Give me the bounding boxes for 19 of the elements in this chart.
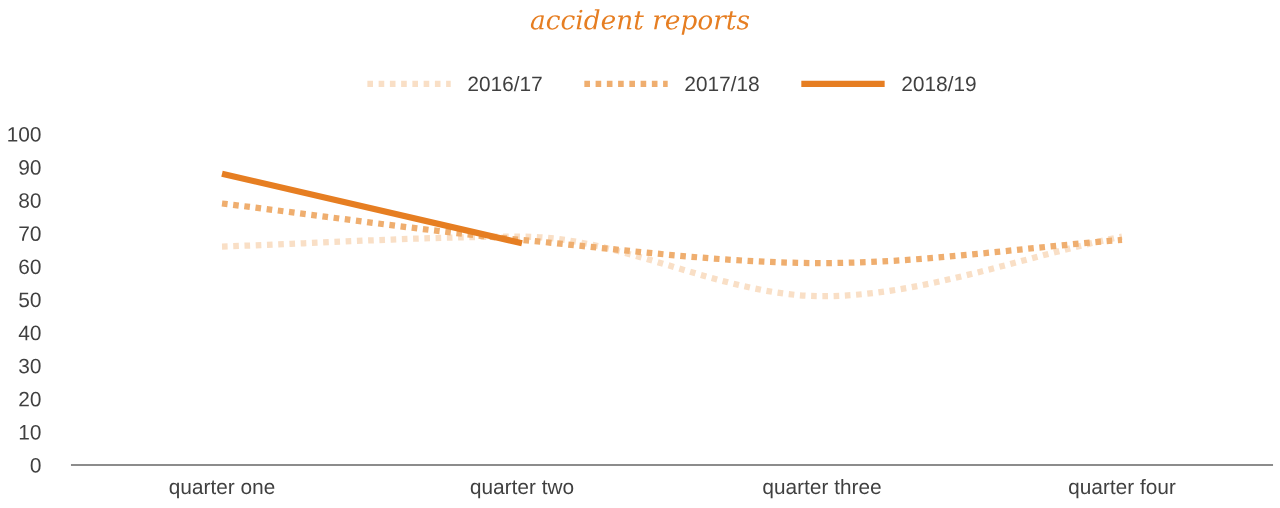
y-tick-label: 20 — [19, 391, 41, 407]
y-tick-label: 50 — [19, 292, 41, 308]
y-tick-label: 90 — [19, 160, 41, 175]
y-tick-label: 30 — [19, 358, 41, 374]
chart-title: accident reports — [530, 9, 750, 35]
legend-label: 2016/17 — [468, 75, 542, 92]
y-tick-label: 100 — [8, 127, 41, 142]
y-tick-label: 70 — [19, 226, 41, 242]
legend-label: 2018/19 — [902, 75, 976, 92]
y-tick-label: 60 — [19, 259, 41, 275]
y-tick-label: 40 — [18, 325, 41, 341]
x-tick-label: quarter two — [470, 480, 574, 499]
x-tick-label: quarter four — [1069, 478, 1176, 499]
x-tick-label: quarter three — [763, 478, 881, 499]
y-tick-label: 10 — [19, 424, 41, 440]
y-tick-label: 80 — [19, 193, 41, 208]
y-tick-label: 0 — [30, 458, 41, 473]
legend-label: 2017/18 — [685, 75, 759, 92]
x-tick-label: quarter one — [169, 480, 275, 499]
